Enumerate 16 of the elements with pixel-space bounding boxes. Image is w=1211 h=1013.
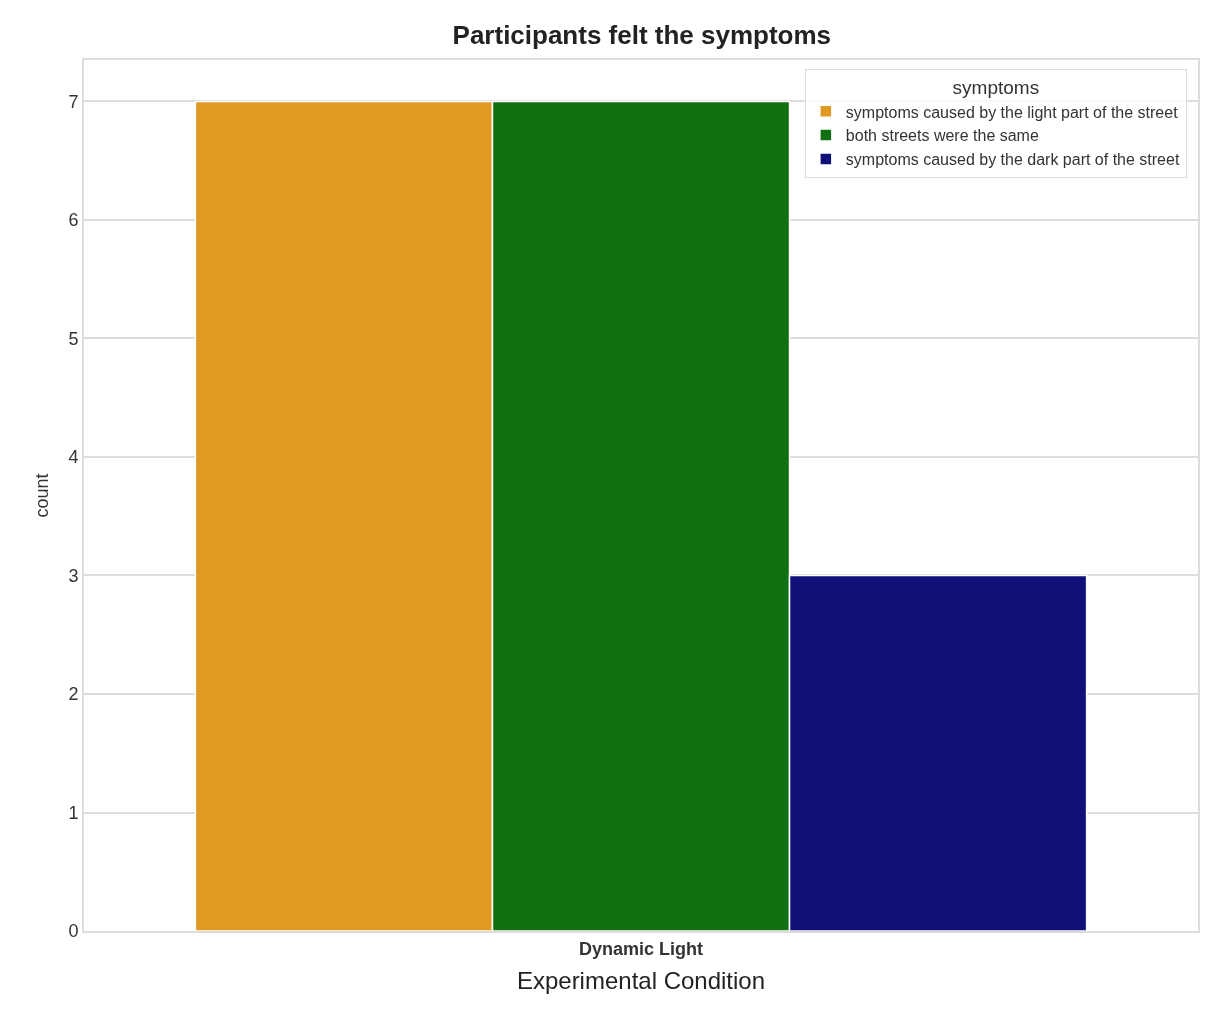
legend-label: symptoms caused by the light part of the street [845, 103, 1179, 121]
y-tick-label: 6 [68, 210, 79, 231]
x-axis-title: Experimental Condition [516, 967, 766, 995]
y-tick-label: 4 [68, 447, 79, 468]
y-tick-label: 1 [68, 802, 79, 823]
x-tick-label: Dynamic Light [578, 938, 704, 959]
y-tick-label: 3 [68, 565, 79, 586]
legend-title: symptoms [952, 77, 1040, 99]
y-tick-label: 7 [68, 91, 79, 112]
y-tick-label: 2 [68, 684, 79, 705]
chart-title: Participants felt the symptoms [452, 19, 832, 50]
y-tick-label: 0 [68, 921, 79, 942]
y-tick-label: 5 [68, 328, 79, 349]
legend-label: symptoms caused by the dark part of the street [845, 151, 1180, 169]
y-axis-title: count [32, 473, 53, 518]
legend-label: both streets were the same [845, 127, 1039, 145]
